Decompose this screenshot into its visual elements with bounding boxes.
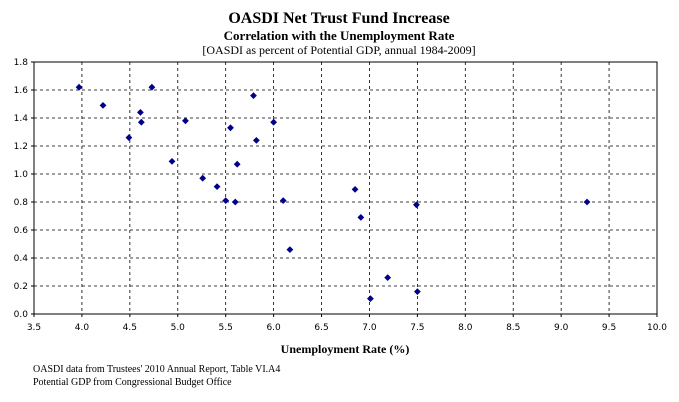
x-tick-label: 6.5: [314, 323, 328, 333]
x-tick-label: 8.5: [506, 323, 520, 333]
data-point-marker: [233, 160, 241, 168]
y-tick-label: 0.4: [14, 254, 29, 264]
x-tick-label: 6.0: [266, 323, 281, 333]
y-tick-label: 0.6: [14, 226, 29, 236]
x-tick-label: 5.5: [219, 323, 233, 333]
x-tick-label: 9.5: [602, 323, 616, 333]
data-point-marker: [384, 274, 392, 281]
y-tick-label: 0.8: [14, 198, 29, 208]
data-point-marker: [250, 92, 257, 99]
data-point-marker: [413, 288, 421, 295]
data-point-marker: [270, 118, 278, 126]
data-point-marker: [286, 246, 294, 253]
y-axis-ticks: 0.0 0.2 0.4 0.6 0.8 1.0 1.2 1.4 1.6 1.8: [14, 58, 34, 320]
chart-title: OASDI Net Trust Fund Increase: [228, 10, 449, 27]
x-axis-ticks: 3.5 4.0 4.5 5.0 5.5 6.0 6.5 7.0 7.5 8.0 8.5 9.0 9.5 1…: [27, 314, 667, 333]
source-note-cbo: Potential GDP from Congressional Budget …: [33, 377, 232, 388]
x-tick-label: 5.0: [171, 323, 186, 333]
data-point-marker: [583, 198, 591, 206]
data-point-marker: [137, 118, 145, 126]
x-tick-label: 4.0: [75, 323, 90, 333]
data-point-marker: [227, 124, 234, 132]
x-axis-label: Unemployment Rate (%): [281, 342, 410, 356]
grid-lines: [34, 62, 657, 314]
y-tick-label: 1.4: [14, 114, 29, 124]
y-tick-label: 1.8: [14, 58, 29, 68]
y-tick-label: 1.2: [14, 142, 28, 152]
data-point-marker: [125, 134, 133, 141]
data-point-marker: [351, 186, 359, 193]
data-point-marker: [148, 83, 156, 91]
y-tick-label: 1.0: [14, 170, 29, 180]
data-point-marker: [182, 117, 189, 125]
data-point-marker: [357, 214, 365, 221]
x-tick-label: 3.5: [27, 323, 41, 333]
plot-area: [33, 61, 658, 315]
y-tick-label: 0.2: [14, 282, 28, 292]
x-tick-label: 4.5: [123, 323, 137, 333]
data-point-marker: [199, 174, 207, 182]
x-tick-label: 9.0: [554, 323, 569, 333]
x-tick-label: 10.0: [647, 323, 667, 333]
data-point-marker: [252, 137, 260, 144]
data-point-marker: [279, 197, 287, 204]
chart-subnote: [OASDI as percent of Potential GDP, annu…: [202, 43, 475, 57]
data-point-marker: [213, 183, 221, 190]
x-tick-label: 7.5: [410, 323, 424, 333]
y-tick-label: 0.0: [14, 310, 29, 320]
data-point-marker: [99, 102, 107, 109]
data-point-marker: [222, 197, 230, 204]
data-point-marker: [413, 201, 420, 209]
y-tick-label: 1.6: [14, 86, 29, 96]
x-tick-label: 7.0: [362, 323, 377, 333]
data-points: [75, 83, 591, 302]
source-note-trustees: OASDI data from Trustees' 2010 Annual Re…: [33, 364, 281, 375]
data-point-marker: [231, 198, 239, 206]
data-point-marker: [168, 158, 176, 165]
data-point-marker: [75, 83, 83, 91]
x-tick-label: 8.0: [458, 323, 473, 333]
chart-subtitle: Correlation with the Unemployment Rate: [224, 28, 455, 43]
data-point-marker: [367, 295, 374, 302]
data-point-marker: [136, 109, 144, 116]
